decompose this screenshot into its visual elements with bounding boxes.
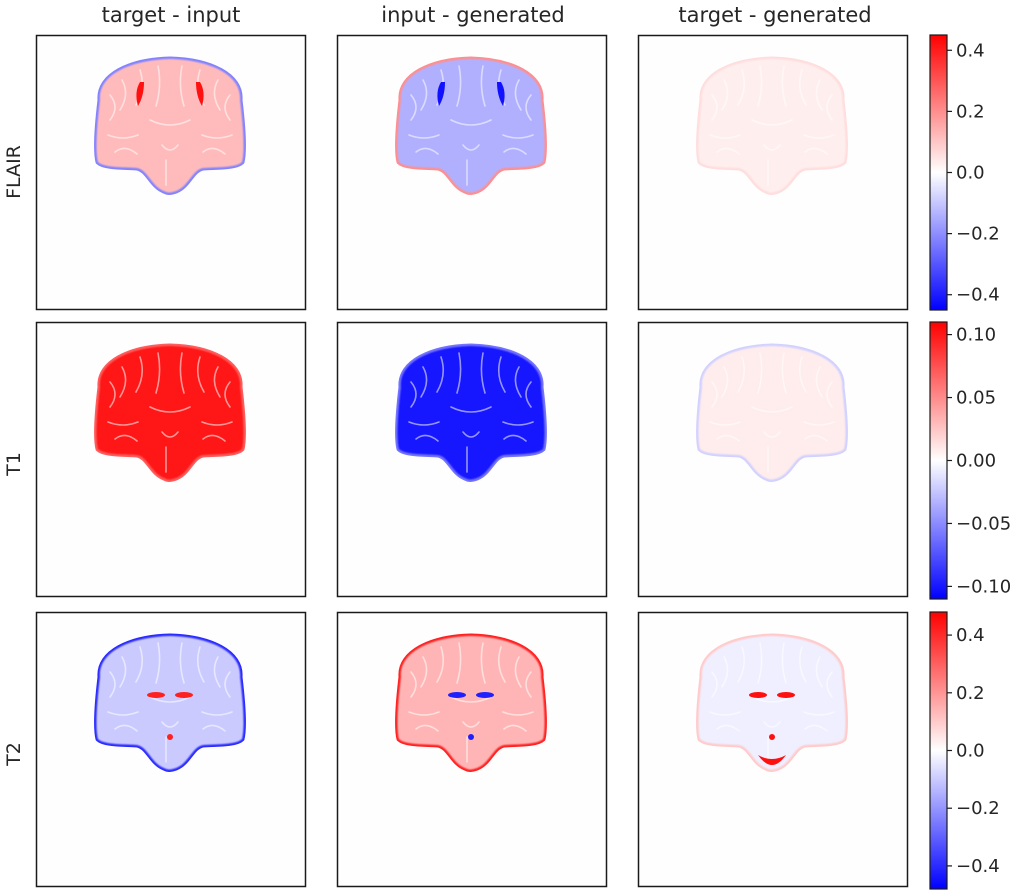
- brain-accent: [749, 692, 795, 765]
- row-label-t2: T2: [3, 742, 25, 767]
- colorbar-tick-label: −0.4: [956, 856, 1000, 877]
- row-labels: FLAIR T1 T2: [3, 145, 25, 767]
- brain-accent: [147, 692, 193, 740]
- colorbar-tick-label: 0.2: [956, 683, 985, 704]
- colorbar-tick-label: 0.0: [956, 163, 985, 184]
- brain-slice: [699, 59, 846, 193]
- column-title-target-input: target - input: [102, 3, 241, 27]
- brain-slice: [398, 346, 545, 480]
- brain-slice: [699, 346, 846, 480]
- panel-frame: [336, 611, 608, 888]
- panel-frame: [35, 611, 307, 888]
- brain-texture: [709, 352, 835, 473]
- colorbar-tick-label: −0.10: [956, 576, 1011, 597]
- colorbar-tick-label: 0.4: [956, 625, 985, 646]
- colorbar-tick-label: 0.00: [956, 451, 996, 472]
- colorbar-t1: 0.10 0.05 0.00 −0.05 −0.10: [929, 321, 1011, 600]
- panel-flair-target-generated: [637, 34, 909, 311]
- panel-t1-target-input: [35, 321, 307, 598]
- colorbar-tick-label: −0.2: [956, 798, 1000, 819]
- panel-frame: [336, 34, 608, 311]
- colorbar-gradient: [929, 611, 948, 890]
- brain-texture: [709, 642, 835, 763]
- brain-slice: [699, 636, 846, 770]
- brain-texture: [408, 642, 534, 763]
- brain-slice: [398, 636, 545, 770]
- colorbar-flair: 0.4 0.2 0.0 −0.2 −0.4: [929, 34, 1000, 311]
- colorbar-gradient: [929, 321, 948, 600]
- column-title-target-generated: target - generated: [678, 3, 871, 27]
- colorbar-tick-label: −0.05: [956, 513, 1011, 534]
- brain-accent: [448, 692, 494, 740]
- column-titles: target - input input - generated target …: [102, 3, 872, 27]
- brain-texture: [709, 65, 835, 186]
- colorbar-tick-label: 0.05: [956, 388, 996, 409]
- brain-slice: [97, 346, 244, 480]
- colorbar-tick-label: −0.2: [956, 224, 1000, 245]
- panel-t1-input-generated: [336, 321, 608, 598]
- panel-frame: [35, 321, 307, 598]
- panel-frame: [336, 321, 608, 598]
- row-label-t1: T1: [3, 452, 25, 477]
- row-label-flair: FLAIR: [3, 145, 25, 199]
- column-title-input-generated: input - generated: [381, 3, 564, 27]
- panel-frame: [637, 321, 909, 598]
- brain-texture: [107, 352, 233, 473]
- panel-flair-target-input: [35, 34, 307, 311]
- panel-t2-input-generated: [336, 611, 608, 888]
- brain-slice: [97, 59, 244, 193]
- heatmap-panels: [35, 34, 909, 888]
- colorbar-tick-label: 0.2: [956, 101, 985, 122]
- brain-slice: [97, 636, 244, 770]
- colorbar-gradient: [929, 34, 948, 311]
- panel-frame: [637, 611, 909, 888]
- colorbar-tick-label: 0.0: [956, 741, 985, 762]
- panel-frame: [35, 34, 307, 311]
- brain-slice: [398, 59, 545, 193]
- panel-t2-target-input: [35, 611, 307, 888]
- panel-t2-target-generated: [637, 611, 909, 888]
- colorbar-tick-label: −0.4: [956, 285, 1000, 306]
- colorbars: 0.40.20.0−0.2−0.40.100.050.00−0.05−0.100…: [929, 34, 1011, 890]
- panel-frame: [637, 34, 909, 311]
- brain-texture: [107, 642, 233, 763]
- panel-t1-target-generated: [637, 321, 909, 598]
- colorbar-t2: 0.4 0.2 0.0 −0.2 −0.4: [929, 611, 1000, 890]
- brain-accent: [437, 82, 505, 106]
- brain-accent: [136, 82, 204, 106]
- brain-texture: [408, 352, 534, 473]
- panel-flair-input-generated: [336, 34, 608, 311]
- colorbar-tick-label: 0.10: [956, 325, 996, 346]
- colorbar-tick-label: 0.4: [956, 40, 985, 61]
